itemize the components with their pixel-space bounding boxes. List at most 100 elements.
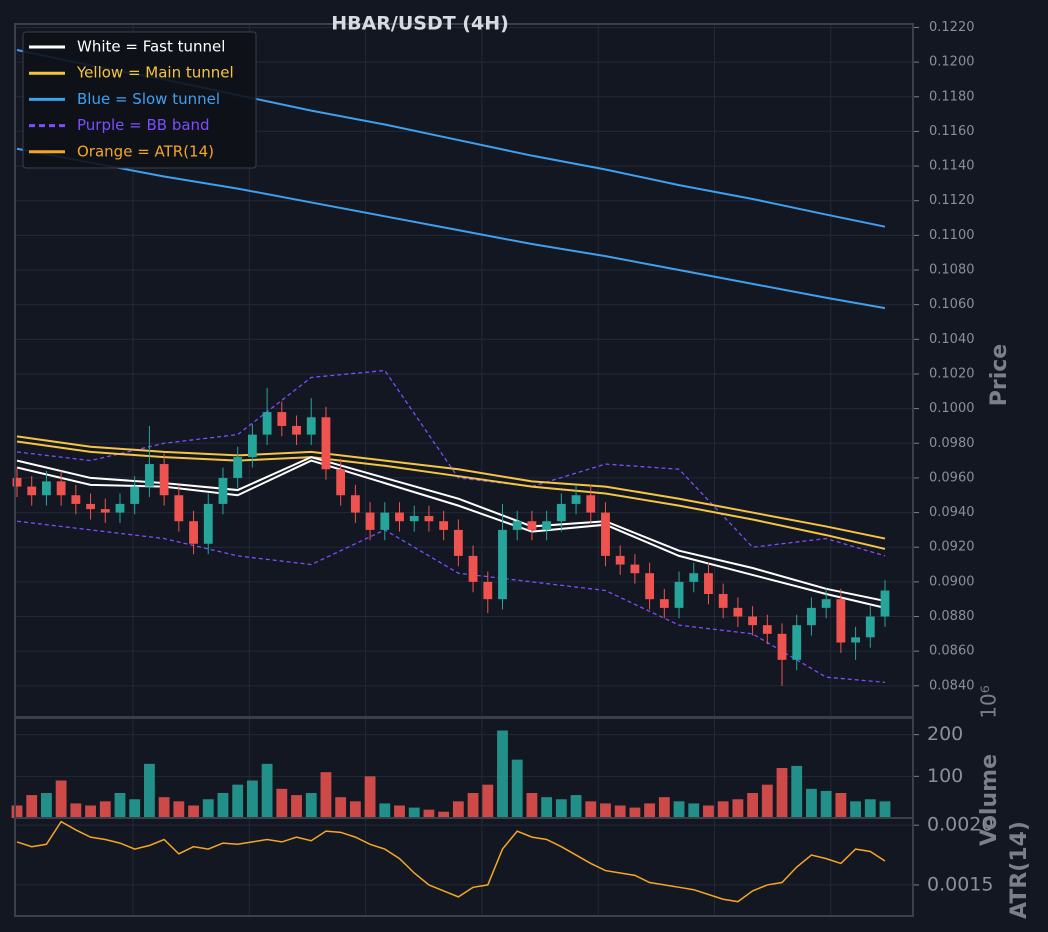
volume-bar [747, 793, 759, 818]
candle-body [689, 573, 699, 582]
indicator-line [16, 520, 886, 683]
candle-body [350, 495, 360, 513]
candle-body [262, 412, 272, 435]
volume-bar [864, 799, 876, 818]
volume-bar [614, 805, 626, 818]
candle-body [292, 425, 301, 435]
volume-bar [408, 807, 420, 818]
legend-label: Yellow = Main tunnel [76, 64, 234, 82]
candle-body [821, 599, 831, 608]
y-tick-label: 0.1020 [929, 366, 975, 381]
candle-body [115, 503, 125, 513]
legend-label: Blue = Slow tunnel [77, 90, 220, 108]
volume-bar [232, 784, 244, 818]
candle-body [336, 469, 346, 496]
legend-label: Orange = ATR(14) [77, 142, 214, 160]
volume-bar [629, 807, 641, 818]
volume-bar [364, 776, 376, 818]
candle-body [71, 495, 81, 504]
volume-bar [202, 799, 214, 818]
volume-bar [467, 793, 479, 818]
y-tick-label: 0.0840 [929, 678, 975, 693]
atr-axis-label: ATR(14) [1007, 821, 1032, 919]
y-tick-label: 0.1000 [929, 401, 975, 416]
candle-body [748, 616, 758, 626]
y-tick-label: 200 [927, 723, 963, 745]
volume-bar [143, 763, 155, 818]
volume-bar [276, 788, 288, 818]
candle-body [704, 573, 713, 594]
y-tick-label: 100 [927, 765, 963, 787]
candle-body [218, 477, 228, 504]
y-tick-label: 0.0015 [927, 873, 993, 895]
candle-body [674, 581, 684, 608]
y-tick-label: 0.0940 [929, 505, 975, 520]
volume-bar [379, 803, 391, 818]
y-tick-label: 0.0900 [929, 574, 975, 589]
volume-bar [644, 803, 656, 818]
atr-frame [14, 817, 914, 917]
volume-bar [349, 801, 361, 818]
candle-body [277, 412, 287, 426]
candle-body [571, 495, 581, 504]
volume-bar [217, 793, 229, 818]
y-tick-label: 0.1200 [929, 55, 975, 70]
candle-body [100, 509, 110, 513]
volume-bar [99, 801, 111, 818]
volume-bar [600, 803, 611, 818]
volume-bar [291, 795, 302, 818]
candle-body [42, 481, 51, 496]
volume-bar [820, 790, 832, 818]
volume-bar [188, 805, 199, 818]
volume-bar [129, 799, 141, 818]
candle-body [659, 599, 669, 608]
candle-body [542, 521, 552, 530]
volume-bar [438, 811, 450, 818]
candle-body [777, 633, 787, 660]
volume-bar [585, 801, 597, 818]
candle-body [851, 637, 860, 643]
volume-bar [511, 759, 523, 818]
volume-bar [717, 801, 729, 818]
candle-body [807, 607, 816, 626]
indicator-line [16, 369, 886, 557]
volume-bar [732, 799, 744, 818]
volume-bar [526, 793, 538, 818]
volume-bar [806, 788, 817, 818]
candle-body [130, 486, 140, 504]
volume-bar [791, 765, 803, 818]
volume-bar [497, 730, 508, 818]
candle-body [792, 625, 802, 660]
candle-body [630, 564, 640, 574]
legend-label: Purple = BB band [77, 116, 210, 134]
volume-bar [555, 799, 567, 818]
candle-body [233, 457, 243, 478]
y-tick-label: 0.1180 [929, 89, 975, 104]
volume-axis-label: Volume [977, 754, 1002, 846]
y-tick-label: 0.0860 [929, 644, 975, 659]
volume-bar [673, 801, 685, 818]
candle-body [365, 512, 375, 530]
volume-bar [541, 797, 553, 818]
candle-body [189, 521, 198, 544]
volume-bar [423, 809, 435, 818]
y-tick-label: 0.0980 [929, 436, 975, 451]
volume-bar [246, 780, 258, 818]
volume-bar [452, 801, 464, 818]
candle-body [733, 607, 743, 617]
candle-body [159, 464, 169, 496]
candle-body [586, 495, 596, 513]
candle-body [306, 417, 316, 435]
y-tick-label: 0.1060 [929, 297, 975, 312]
y-tick-label: 0.0020 [927, 814, 993, 836]
volume-bar [261, 763, 273, 818]
volume-bar [85, 805, 96, 818]
volume-bar [688, 803, 700, 818]
legend: White = Fast tunnel Yellow = Main tunnel B… [22, 31, 257, 169]
y-tick-label: 0.1040 [929, 332, 975, 347]
volume-bar [305, 793, 317, 818]
indicator-line [16, 147, 886, 310]
candle-body [12, 477, 22, 487]
y-tick-label: 0.0960 [929, 470, 975, 485]
